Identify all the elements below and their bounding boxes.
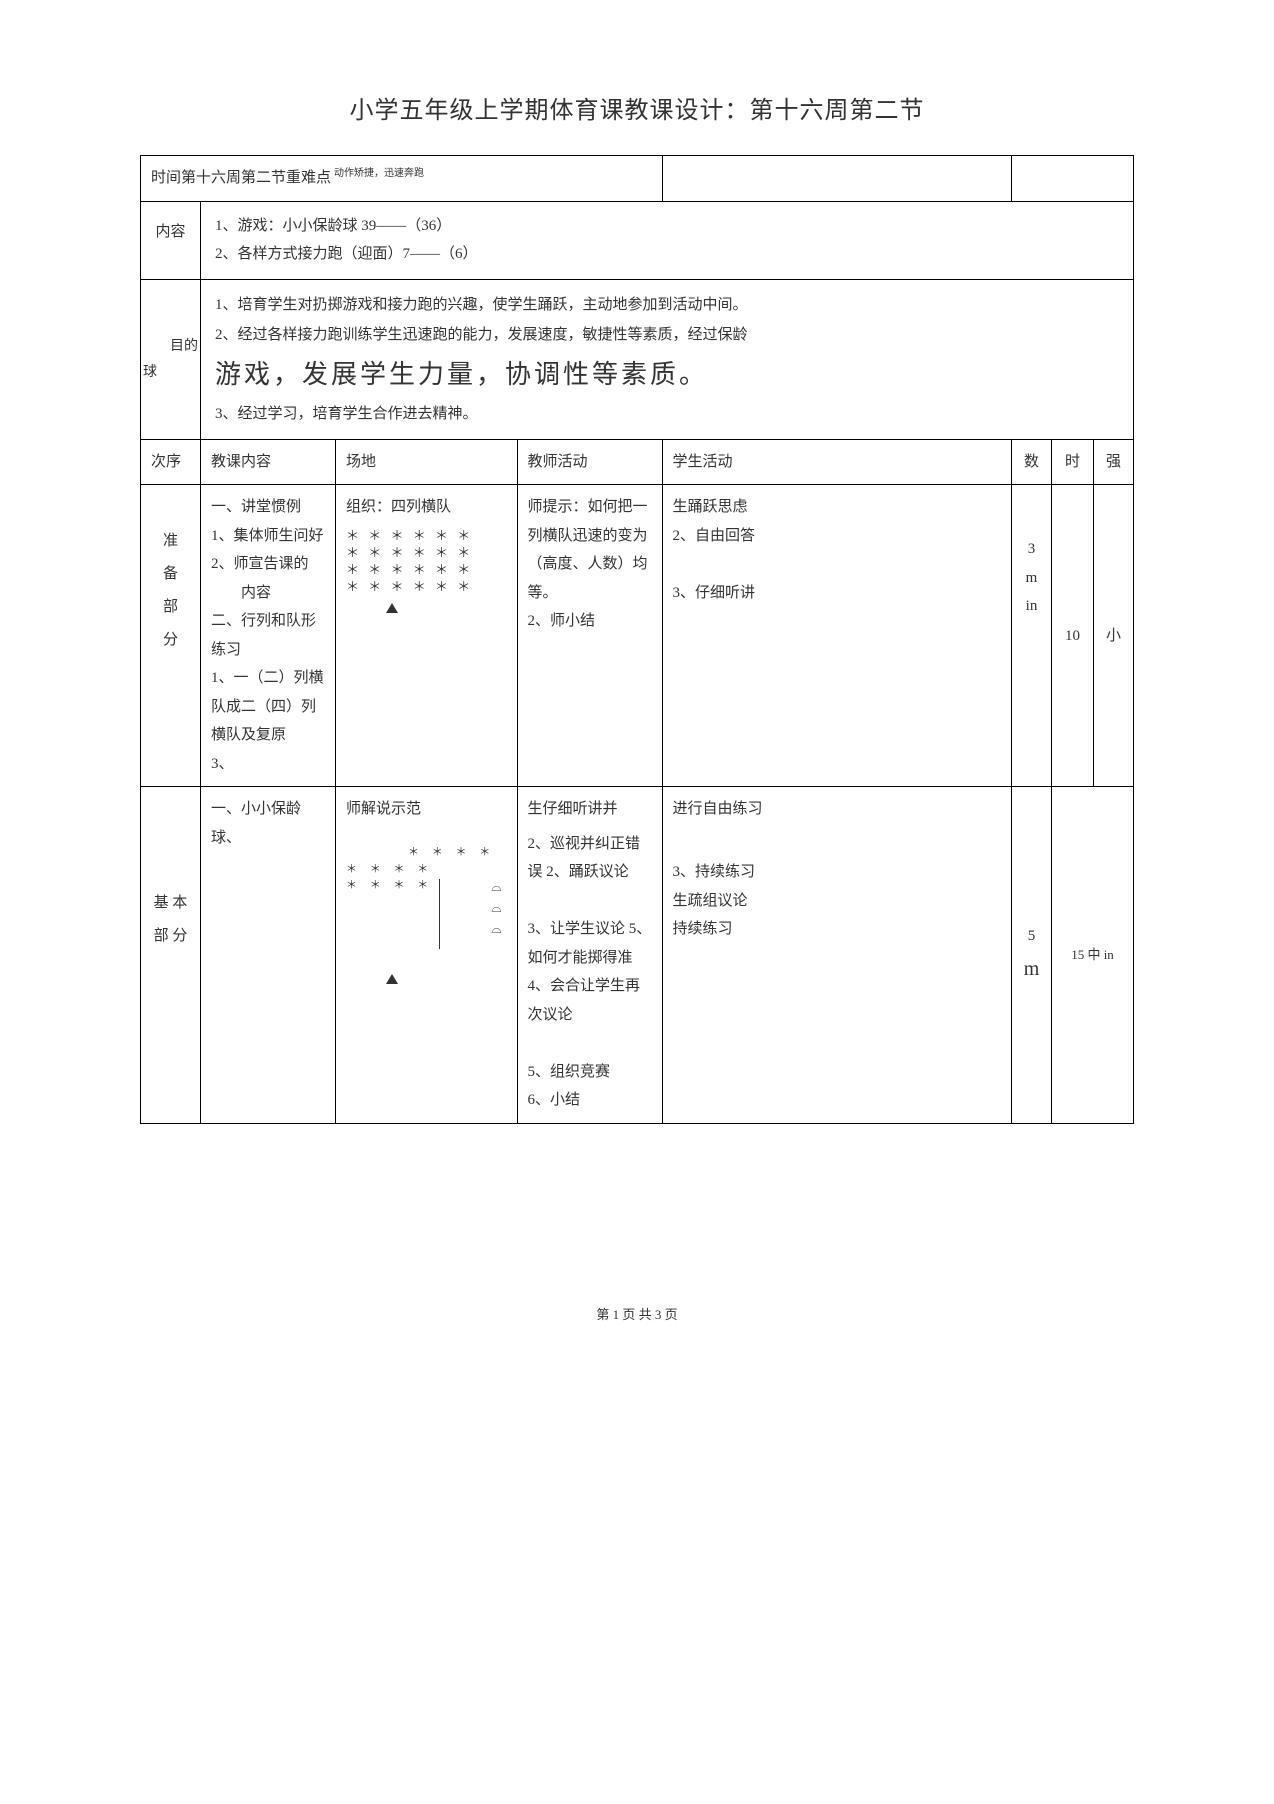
purpose-line-1: 1、培育学生对扔掷游戏和接力跑的兴趣，使学生踊跃，主动地参加到活动中间。 <box>215 290 1119 320</box>
hdr-student: 学生活动 <box>662 439 1011 485</box>
basic-count: 5 m <box>1012 787 1052 1124</box>
triangle-marker-icon <box>386 974 398 984</box>
row-prep: 准 备 部 分 一、讲堂惯例 1、集体师生问好 2、师宣告课的 内容 二、行列和… <box>141 485 1134 787</box>
basic-field-prefix: 师解说示范 <box>346 801 421 817</box>
basic-student-body: 3、持续练习 生疏组议论 持续练习 <box>673 830 1001 944</box>
purpose-line-3: 3、经过学习，培育学生合作进去精神。 <box>215 399 1119 429</box>
basic-time-intensity: 15 中 in <box>1052 787 1134 1124</box>
prep-field: 组织：四列横队 ＊ ＊ ＊ ＊ ＊ ＊ ＊ ＊ ＊ ＊ ＊ ＊ ＊ ＊ ＊ ＊ … <box>336 485 518 787</box>
purpose-label-top: 目的 <box>170 339 198 354</box>
blank-cell <box>662 156 1011 202</box>
pin-glyphs: ⌓⌓⌓ <box>491 877 506 939</box>
prep-count: 3 m in <box>1012 485 1052 787</box>
triangle-marker-icon <box>386 603 398 613</box>
divider-line-icon <box>439 879 440 949</box>
row-content: 内容 1、游戏：小小保龄球 39——（36） 2、各样方式接力跑（迎面）7——（… <box>141 201 1134 279</box>
prep-teach: 一、讲堂惯例 1、集体师生问好 2、师宣告课的 内容 二、行列和队形练习 1、一… <box>201 485 336 787</box>
hdr-teacher: 教师活动 <box>517 439 662 485</box>
lesson-plan-table: 时间第十六周第二节重难点动作矫捷，迅速奔跑 内容 1、游戏：小小保龄球 39——… <box>140 155 1134 1124</box>
hdr-teach-content: 教课内容 <box>201 439 336 485</box>
row-basic: 基 本 部 分 一、小小保龄球、 师解说示范 ＊ ＊ ＊ ＊ ＊ ＊ ＊ ＊ ＊… <box>141 787 1134 1124</box>
pins-formation-icon: ＊ ＊ ＊ ＊ ＊ ＊ ＊ ＊ ＊ ＊ ＊ ＊⌓⌓⌓ <box>346 828 507 966</box>
prep-time: 10 <box>1052 485 1094 787</box>
content-body: 1、游戏：小小保龄球 39——（36） 2、各样方式接力跑（迎面）7——（6） <box>201 201 1134 279</box>
basic-count-num: 5 <box>1028 928 1036 944</box>
basic-label: 基 本 部 分 <box>141 787 201 1124</box>
content-line-2: 2、各样方式接力跑（迎面）7——（6） <box>215 240 1119 269</box>
hdr-seq: 次序 <box>141 439 201 485</box>
prep-student: 生踊跃思虑 2、自由回答 3、仔细听讲 <box>662 485 1011 787</box>
prep-field-text: 组织：四列横队 <box>346 493 507 522</box>
basic-teach-text: 一、小小保龄球、 <box>211 801 301 846</box>
basic-student-prefix: 进行自由练习 <box>673 801 763 817</box>
content-line-1: 1、游戏：小小保龄球 39——（36） <box>215 212 1119 241</box>
prep-intensity: 小 <box>1094 485 1134 787</box>
row-time-difficulty: 时间第十六周第二节重难点动作矫捷，迅速奔跑 <box>141 156 1134 202</box>
prep-teacher: 师提示：如何把一列横队迅速的变为（高度、人数）均等。 2、师小结 <box>517 485 662 787</box>
purpose-line-2: 2、经过各样接力跑训练学生迅速跑的能力，发展速度，敏捷性等素质，经过保龄 <box>215 320 1119 350</box>
row-purpose: 目的 球 1、培育学生对扔掷游戏和接力跑的兴趣，使学生踊跃，主动地参加到活动中间… <box>141 279 1134 439</box>
blank-cell <box>1012 156 1134 202</box>
time-difficulty-cell: 时间第十六周第二节重难点动作矫捷，迅速奔跑 <box>141 156 663 202</box>
basic-teacher-prefix: 生仔细听讲并 <box>528 801 618 817</box>
basic-student: 进行自由练习 3、持续练习 生疏组议论 持续练习 <box>662 787 1011 1124</box>
difficulty-note: 动作矫捷，迅速奔跑 <box>334 168 424 179</box>
basic-teach: 一、小小保龄球、 <box>201 787 336 1124</box>
row-header: 次序 教课内容 场地 教师活动 学生活动 数 时 强 <box>141 439 1134 485</box>
page-title: 小学五年级上学期体育课教课设计：第十六周第二节 <box>140 90 1134 125</box>
basic-teacher-body: 2、巡视并纠正错误 2、踊跃议论 3、让学生议论 5、如何才能掷得准 4、会合让… <box>528 830 652 1115</box>
page-footer: 第 1 页 共 3 页 <box>140 1304 1134 1323</box>
pins-stars: ＊ ＊ ＊ ＊ ＊ ＊ ＊ ＊ ＊ ＊ ＊ ＊ <box>346 846 495 891</box>
purpose-label-bottom: 球 <box>143 360 157 387</box>
time-label: 时间第十六周第二节重难点 <box>151 170 331 186</box>
basic-teacher: 生仔细听讲并 2、巡视并纠正错误 2、踊跃议论 3、让学生议论 5、如何才能掷得… <box>517 787 662 1124</box>
hdr-count: 数 <box>1012 439 1052 485</box>
basic-field: 师解说示范 ＊ ＊ ＊ ＊ ＊ ＊ ＊ ＊ ＊ ＊ ＊ ＊⌓⌓⌓ <box>336 787 518 1124</box>
basic-count-unit: m <box>1024 958 1040 980</box>
content-label: 内容 <box>141 201 201 279</box>
purpose-body: 1、培育学生对扔掷游戏和接力跑的兴趣，使学生踊跃，主动地参加到活动中间。 2、经… <box>201 279 1134 439</box>
prep-label: 准 备 部 分 <box>141 485 201 787</box>
purpose-overlay: 游戏，发展学生力量，协调性等素质。 <box>215 360 708 389</box>
hdr-time: 时 <box>1052 439 1094 485</box>
hdr-intensity: 强 <box>1094 439 1134 485</box>
star-formation-icon: ＊ ＊ ＊ ＊ ＊ ＊ ＊ ＊ ＊ ＊ ＊ ＊ ＊ ＊ ＊ ＊ ＊ ＊ ＊ ＊ … <box>346 528 507 596</box>
hdr-field: 场地 <box>336 439 518 485</box>
purpose-label-cell: 目的 球 <box>141 279 201 439</box>
